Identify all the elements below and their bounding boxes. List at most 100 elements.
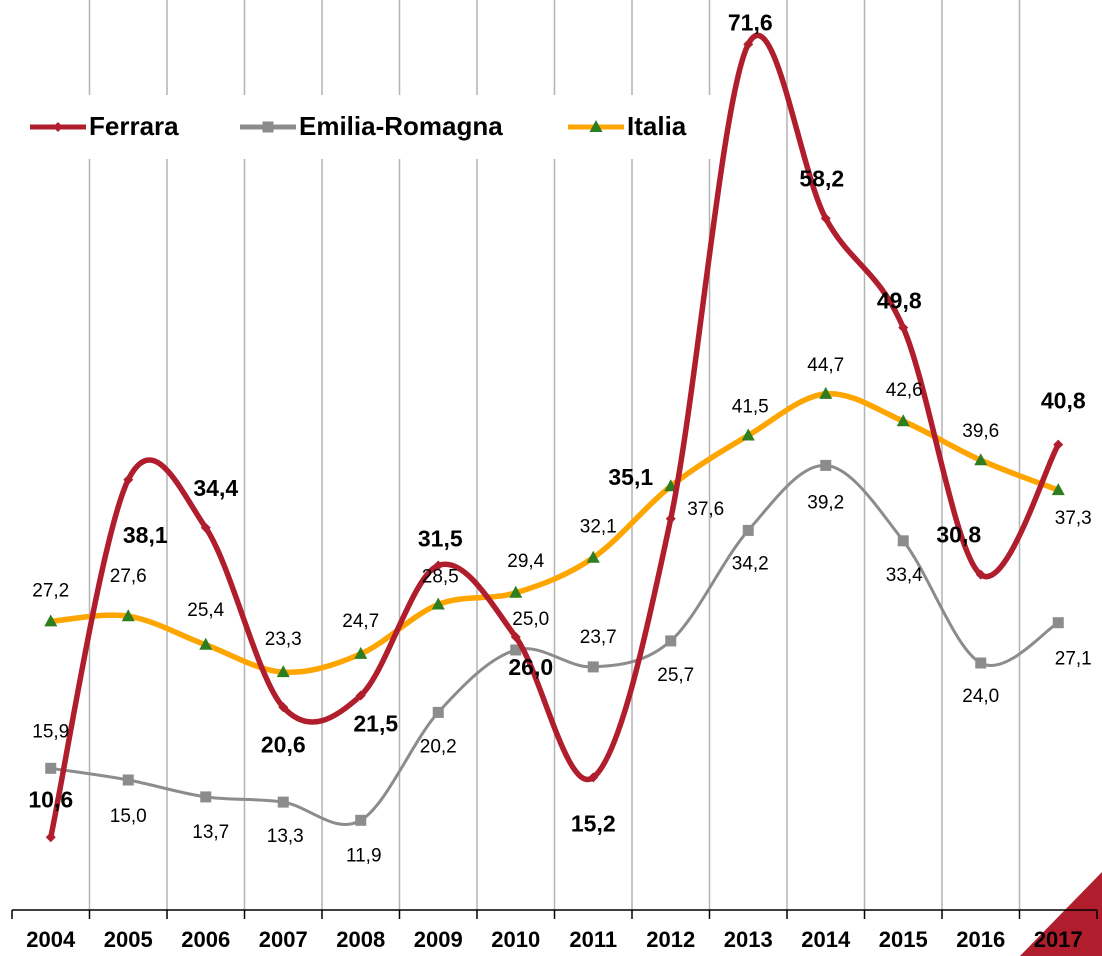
marker xyxy=(897,535,909,547)
marker xyxy=(509,585,523,598)
marker xyxy=(975,657,987,669)
legend: Ferrara Emilia-Romagna Italia xyxy=(24,95,714,159)
data-label: 39,2 xyxy=(807,492,844,513)
data-label: 41,5 xyxy=(732,397,769,418)
data-label: 25,7 xyxy=(657,665,694,686)
data-label: 15,2 xyxy=(571,810,616,836)
series xyxy=(45,459,1064,827)
data-label: 27,6 xyxy=(110,566,147,587)
marker xyxy=(1053,439,1064,450)
corner-decoration xyxy=(1020,872,1102,956)
data-label: 23,3 xyxy=(265,629,302,650)
marker xyxy=(433,560,444,571)
marker xyxy=(122,774,134,786)
data-label: 25,4 xyxy=(187,600,224,621)
x-tick-label: 2012 xyxy=(646,927,695,952)
marker xyxy=(1052,617,1064,629)
data-label: 28,5 xyxy=(422,567,459,588)
data-label: 13,3 xyxy=(267,826,304,847)
marker xyxy=(1051,483,1065,496)
legend-marker xyxy=(262,121,274,133)
x-tick-label: 2011 xyxy=(569,927,617,952)
data-label: 27,2 xyxy=(32,580,69,601)
data-label: 30,8 xyxy=(936,522,981,548)
line xyxy=(50,391,1060,676)
legend-label: Italia xyxy=(627,111,687,141)
x-tick-label: 2009 xyxy=(414,927,463,952)
legend-marker xyxy=(53,122,63,132)
x-tick-label: 2007 xyxy=(259,927,308,952)
marker xyxy=(665,513,676,524)
data-label: 21,5 xyxy=(353,711,398,737)
legend-label: Emilia-Romagna xyxy=(299,111,503,141)
x-tick-label: 2010 xyxy=(491,927,540,952)
x-tick-label: 2006 xyxy=(181,927,230,952)
data-label: 13,7 xyxy=(192,822,229,843)
data-label: 32,1 xyxy=(580,517,617,538)
data-label: 38,1 xyxy=(123,522,168,548)
x-tick-label: 2014 xyxy=(801,927,851,952)
data-label: 34,2 xyxy=(732,553,769,574)
marker xyxy=(742,524,754,536)
marker xyxy=(123,474,134,485)
marker xyxy=(974,453,988,466)
data-label: 39,6 xyxy=(962,421,999,442)
x-tick-label: 2008 xyxy=(336,927,385,952)
data-label: 24,0 xyxy=(962,686,999,707)
marker xyxy=(743,39,754,50)
series xyxy=(45,32,1064,843)
data-label: 11,9 xyxy=(346,845,382,866)
marker xyxy=(355,814,367,826)
data-label: 58,2 xyxy=(799,165,844,191)
data-label: 49,8 xyxy=(877,288,922,314)
data-label: 15,0 xyxy=(110,806,147,827)
x-tick-label: 2004 xyxy=(26,927,76,952)
marker xyxy=(354,646,368,659)
marker xyxy=(587,661,599,673)
data-label: 29,4 xyxy=(507,551,544,572)
marker xyxy=(200,791,212,803)
marker xyxy=(44,614,58,627)
data-label: 27,1 xyxy=(1055,649,1092,670)
marker xyxy=(665,635,677,647)
data-label: 37,6 xyxy=(687,499,724,520)
data-label: 20,6 xyxy=(261,731,306,757)
marker xyxy=(45,832,56,843)
data-label: 33,4 xyxy=(886,565,923,586)
marker xyxy=(431,597,445,610)
marker xyxy=(278,702,289,713)
marker xyxy=(586,550,600,563)
marker xyxy=(741,428,755,441)
data-label: 40,8 xyxy=(1041,388,1086,414)
data-label: 71,6 xyxy=(728,9,773,35)
data-label: 26,0 xyxy=(508,654,553,680)
marker xyxy=(975,569,986,580)
series xyxy=(44,386,1065,678)
marker xyxy=(121,609,135,622)
marker xyxy=(510,644,522,656)
x-tick-label: 2016 xyxy=(956,927,1005,952)
x-tick-label: 2013 xyxy=(724,927,773,952)
marker xyxy=(276,665,290,678)
data-label: 31,5 xyxy=(418,526,463,552)
x-tick-label: 2017 xyxy=(1034,927,1083,952)
data-label: 35,1 xyxy=(608,464,653,490)
marker xyxy=(510,632,521,642)
marker xyxy=(432,706,444,718)
marker xyxy=(355,690,366,701)
legend-marker xyxy=(589,120,603,132)
marker xyxy=(200,522,211,533)
data-label: 37,3 xyxy=(1055,508,1092,529)
data-label: 24,7 xyxy=(342,611,379,632)
x-tick-label: 2015 xyxy=(879,927,928,952)
marker xyxy=(277,796,289,808)
data-label: 44,7 xyxy=(807,355,844,376)
data-label: 20,2 xyxy=(420,736,457,757)
data-label: 10,6 xyxy=(28,786,73,812)
data-label: 42,6 xyxy=(886,380,923,401)
data-label: 23,7 xyxy=(580,627,617,648)
marker xyxy=(820,213,831,224)
marker xyxy=(819,386,833,399)
marker xyxy=(45,762,57,774)
